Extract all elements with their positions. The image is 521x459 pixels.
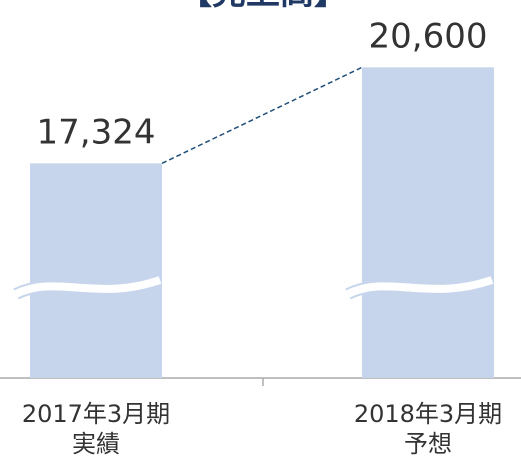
x-tick-label: 2018年3月期 xyxy=(354,400,502,428)
axis-break xyxy=(346,276,494,298)
x-tick-label: 2017年3月期 xyxy=(22,400,170,428)
bar xyxy=(362,67,494,378)
x-tick-label: 実績 xyxy=(72,430,120,458)
value-label: 20,600 xyxy=(369,16,488,56)
connector xyxy=(161,66,363,165)
x-tick-label: 予想 xyxy=(404,430,452,458)
value-label: 17,324 xyxy=(37,112,156,152)
chart-title: 【売上高】 xyxy=(178,0,348,13)
axis-break xyxy=(14,276,162,298)
bar xyxy=(30,163,162,378)
